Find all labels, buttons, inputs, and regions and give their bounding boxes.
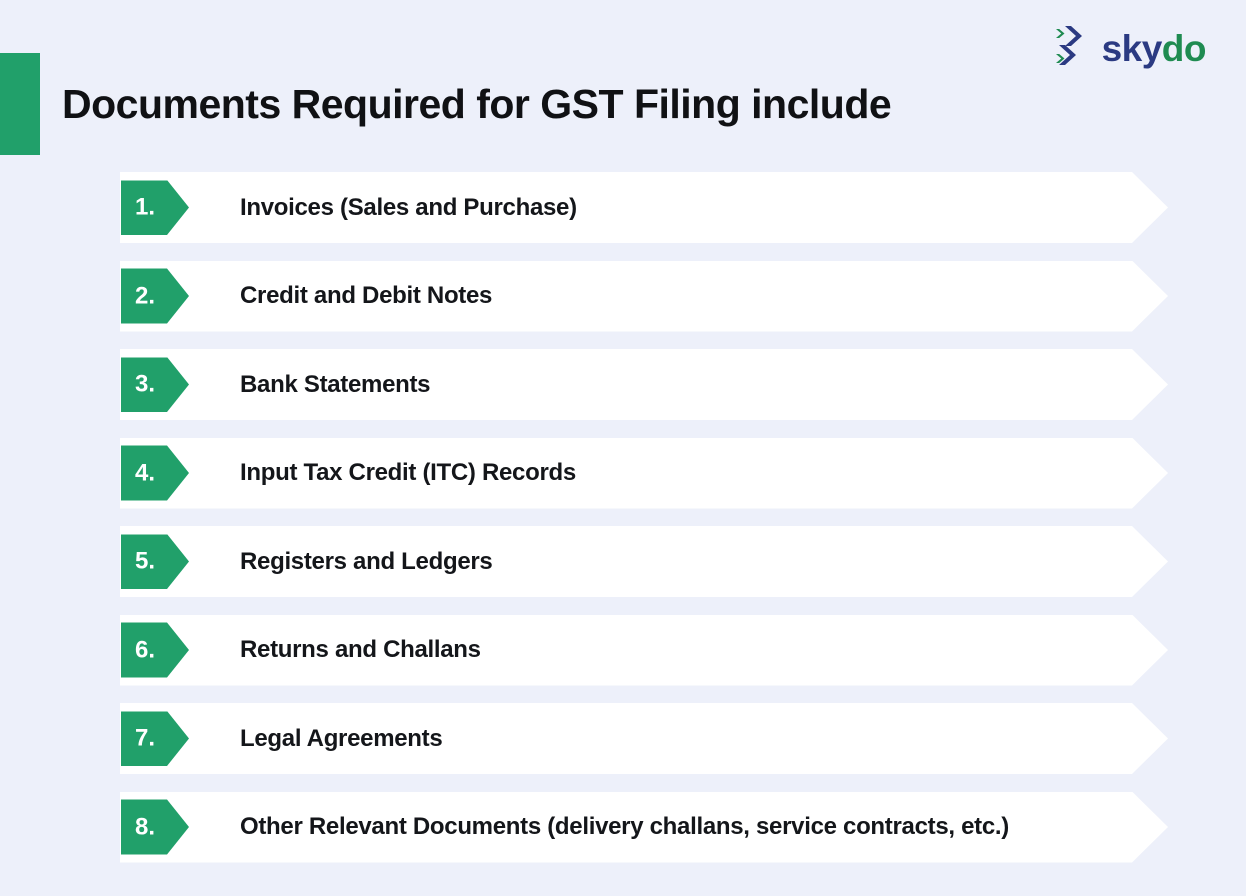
item-number: 6. — [134, 636, 155, 663]
item-label: Credit and Debit Notes — [240, 282, 493, 309]
item-label: Input Tax Credit (ITC) Records — [240, 459, 576, 486]
item-number: 4. — [134, 459, 155, 486]
item-label: Invoices (Sales and Purchase) — [240, 193, 577, 221]
item-number: 3. — [134, 370, 155, 398]
list-item: 4. Input Tax Credit (ITC) Records — [120, 438, 1168, 509]
item-number-badge: 6. — [121, 623, 189, 678]
item-label: Other Relevant Documents (delivery chall… — [240, 813, 1009, 840]
list-item: 3. Bank Statements — [120, 349, 1168, 420]
item-number-badge: 7. — [121, 711, 189, 766]
item-number: 7. — [134, 724, 155, 752]
item-label: Legal Agreements — [240, 724, 443, 752]
title-accent-bar — [0, 53, 40, 155]
item-number: 8. — [134, 813, 155, 840]
item-number: 5. — [134, 547, 155, 575]
item-number-badge: 1. — [121, 180, 189, 235]
item-number-badge: 3. — [121, 357, 189, 412]
skydo-logo-icon — [1055, 26, 1097, 71]
logo-text-do: do — [1161, 28, 1207, 69]
logo-text-sky: sky — [1101, 28, 1163, 69]
item-label: Registers and Ledgers — [240, 547, 493, 575]
list-item: 8. Other Relevant Documents (delivery ch… — [120, 792, 1168, 863]
list-item: 1. Invoices (Sales and Purchase) — [120, 172, 1168, 243]
document-list: 1. Invoices (Sales and Purchase) 2. Cred… — [120, 172, 1168, 863]
skydo-logo-text: skydo — [1101, 28, 1207, 69]
list-item: 7. Legal Agreements — [120, 703, 1168, 774]
list-item: 2. Credit and Debit Notes — [120, 261, 1168, 332]
item-number: 1. — [134, 193, 155, 221]
item-number-badge: 5. — [121, 534, 189, 589]
page-title: Documents Required for GST Filing includ… — [62, 80, 892, 127]
item-label: Returns and Challans — [240, 636, 481, 663]
item-number-badge: 8. — [121, 800, 189, 855]
item-number: 2. — [134, 282, 155, 309]
skydo-logo: skydo — [1055, 26, 1207, 71]
item-label: Bank Statements — [240, 370, 431, 398]
list-item: 6. Returns and Challans — [120, 615, 1168, 686]
item-number-badge: 2. — [121, 269, 189, 324]
list-item: 5. Registers and Ledgers — [120, 526, 1168, 597]
item-number-badge: 4. — [121, 446, 189, 501]
